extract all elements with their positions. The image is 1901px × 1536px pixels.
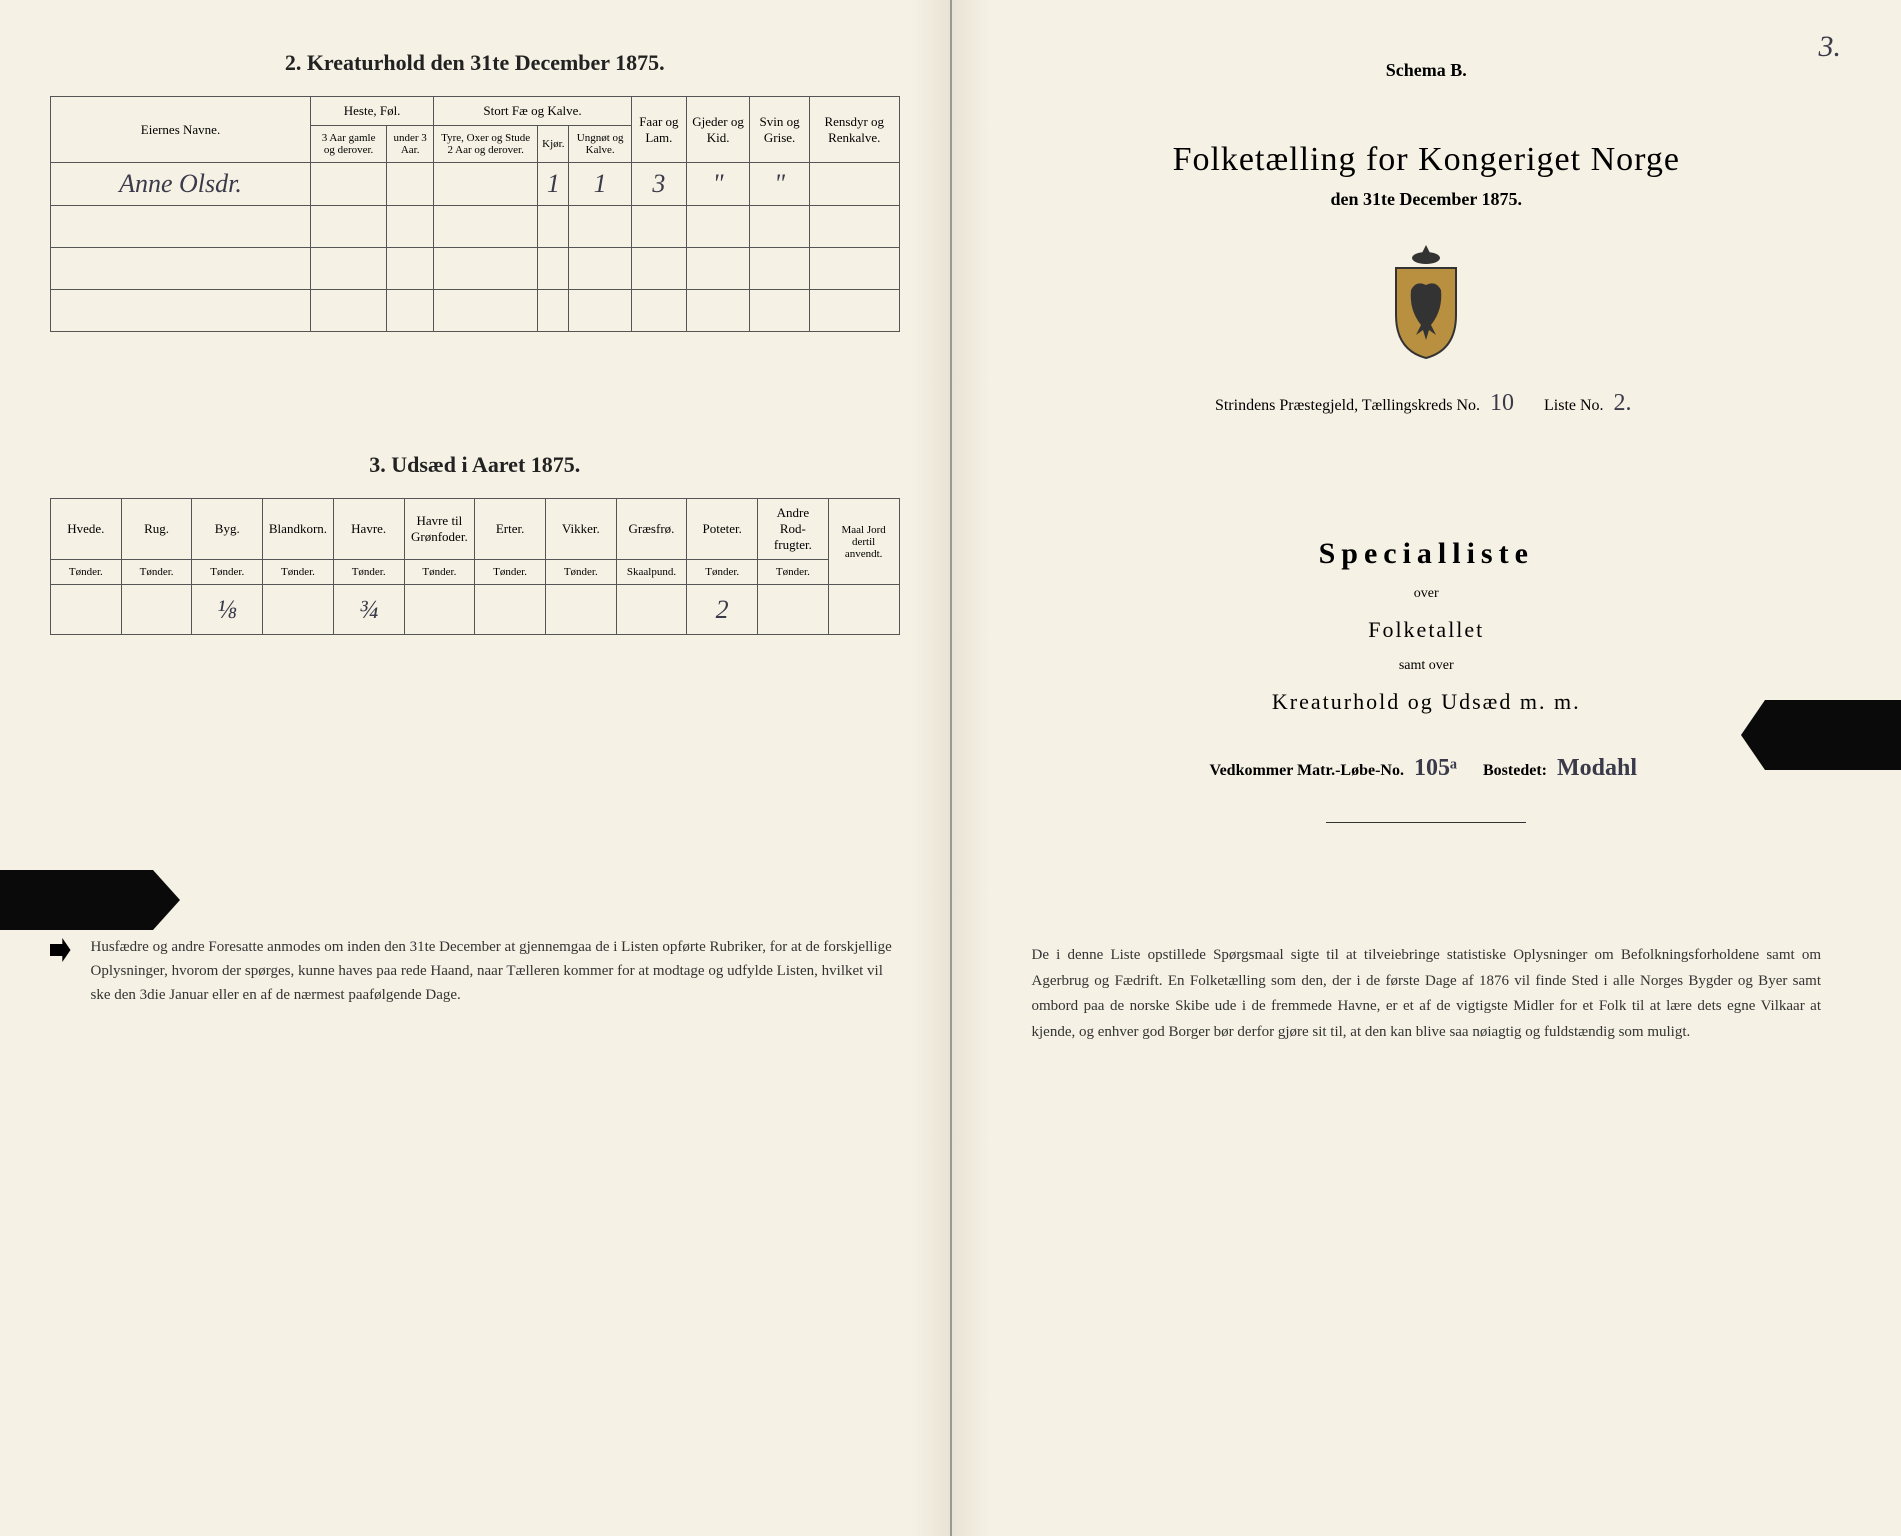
th-graesfro: Græsfrø. bbox=[616, 499, 687, 560]
th-sub: Tønder. bbox=[404, 560, 475, 585]
matr-line: Vedkommer Matr.-Løbe-No. 105ᵃ Bostedet: … bbox=[1002, 755, 1852, 782]
cell-havre: ¾ bbox=[333, 585, 404, 635]
th-sub: Tønder. bbox=[475, 560, 546, 585]
cell-poteter: 2 bbox=[687, 585, 758, 635]
specialliste-title: Specialliste bbox=[1002, 537, 1852, 571]
th-faar: Faar og Lam. bbox=[631, 97, 686, 163]
cell bbox=[263, 585, 334, 635]
cell bbox=[434, 163, 538, 206]
praeste-label: Strindens Præstegjeld, Tællingskreds No. bbox=[1215, 397, 1480, 414]
th-havregron: Havre til Grønfoder. bbox=[404, 499, 475, 560]
district-line: Strindens Præstegjeld, Tællingskreds No.… bbox=[1002, 390, 1852, 417]
table-row: ⅛ ¾ 2 bbox=[51, 585, 900, 635]
cell bbox=[404, 585, 475, 635]
coat-of-arms-icon bbox=[1381, 240, 1471, 360]
cell bbox=[758, 585, 829, 635]
matr-no: 105ᵃ bbox=[1408, 755, 1463, 781]
cell bbox=[475, 585, 546, 635]
th-stort-a: Tyre, Oxer og Stude 2 Aar og derover. bbox=[434, 126, 538, 163]
left-page: 2. Kreaturhold den 31te December 1875. E… bbox=[0, 0, 952, 1536]
th-poteter: Poteter. bbox=[687, 499, 758, 560]
th-heste-b: under 3 Aar. bbox=[387, 126, 434, 163]
cell-svin: " bbox=[750, 163, 810, 206]
th-stort-b: Kjør. bbox=[538, 126, 569, 163]
binder-clip-right bbox=[1741, 700, 1901, 770]
th-sub: Tønder. bbox=[758, 560, 829, 585]
table-row bbox=[51, 290, 900, 332]
binder-clip-left bbox=[0, 870, 180, 930]
th-hvede: Hvede. bbox=[51, 499, 122, 560]
table-row: Anne Olsdr. 1 1 3 " " bbox=[51, 163, 900, 206]
th-sub: Tønder. bbox=[192, 560, 263, 585]
liste-label: Liste No. bbox=[1544, 397, 1604, 414]
right-page: 3. Schema B. Folketælling for Kongeriget… bbox=[952, 0, 1901, 1536]
kreaturhold-table: Eiernes Navne. Heste, Føl. Stort Fæ og K… bbox=[50, 96, 900, 332]
th-stort-c: Ungnøt og Kalve. bbox=[569, 126, 631, 163]
cell bbox=[51, 585, 122, 635]
census-date: den 31te December 1875. bbox=[1002, 189, 1852, 210]
table-row bbox=[51, 206, 900, 248]
th-svin: Svin og Grise. bbox=[750, 97, 810, 163]
left-footer: Husfædre og andre Foresatte anmodes om i… bbox=[50, 935, 900, 1007]
section2-title: 2. Kreaturhold den 31te December 1875. bbox=[50, 50, 900, 76]
th-erter: Erter. bbox=[475, 499, 546, 560]
cell bbox=[121, 585, 192, 635]
cell-name: Anne Olsdr. bbox=[51, 163, 311, 206]
page-number: 3. bbox=[1819, 30, 1842, 64]
th-sub: Tønder. bbox=[51, 560, 122, 585]
th-sub: Tønder. bbox=[263, 560, 334, 585]
th-byg: Byg. bbox=[192, 499, 263, 560]
cell-kjor: 1 bbox=[538, 163, 569, 206]
cell bbox=[809, 163, 899, 206]
th-sub: Tønder. bbox=[121, 560, 192, 585]
th-ren: Rensdyr og Renkalve. bbox=[809, 97, 899, 163]
cell bbox=[828, 585, 899, 635]
bosted: Modahl bbox=[1551, 755, 1643, 781]
footer-text: Husfædre og andre Foresatte anmodes om i… bbox=[91, 935, 900, 1007]
right-footer-text: De i denne Liste opstillede Spørgsmaal s… bbox=[1002, 943, 1852, 1045]
folketallet-label: Folketallet bbox=[1002, 617, 1852, 643]
section3-title: 3. Udsæd i Aaret 1875. bbox=[50, 452, 900, 478]
cell-gjeder: " bbox=[686, 163, 749, 206]
over-label: over bbox=[1002, 586, 1852, 602]
cell-faar: 3 bbox=[631, 163, 686, 206]
th-sub: Tønder. bbox=[687, 560, 758, 585]
th-gjeder: Gjeder og Kid. bbox=[686, 97, 749, 163]
pointing-hand-icon bbox=[50, 935, 71, 965]
cell bbox=[311, 163, 387, 206]
th-name: Eiernes Navne. bbox=[51, 97, 311, 163]
divider bbox=[1326, 822, 1526, 823]
main-title: Folketælling for Kongeriget Norge bbox=[1002, 141, 1852, 179]
cell bbox=[545, 585, 616, 635]
th-rug: Rug. bbox=[121, 499, 192, 560]
th-sub: Tønder. bbox=[545, 560, 616, 585]
kreatur-label: Kreaturhold og Udsæd m. m. bbox=[1002, 689, 1852, 715]
kreds-no: 10 bbox=[1484, 390, 1520, 416]
table-row bbox=[51, 248, 900, 290]
cell-ungnot: 1 bbox=[569, 163, 631, 206]
th-sub: Tønder. bbox=[333, 560, 404, 585]
th-blandkorn: Blandkorn. bbox=[263, 499, 334, 560]
cell bbox=[616, 585, 687, 635]
cell bbox=[387, 163, 434, 206]
th-havre: Havre. bbox=[333, 499, 404, 560]
bosted-label: Bostedet: bbox=[1483, 762, 1547, 779]
th-rod: Andre Rod-frugter. bbox=[758, 499, 829, 560]
th-vikker: Vikker. bbox=[545, 499, 616, 560]
th-sub: Skaalpund. bbox=[616, 560, 687, 585]
schema-label: Schema B. bbox=[1002, 60, 1852, 81]
samt-label: samt over bbox=[1002, 658, 1852, 674]
th-heste: Heste, Føl. bbox=[311, 97, 434, 126]
th-jord: Maal Jord dertil anvendt. bbox=[828, 499, 899, 585]
udsaed-table: Hvede. Rug. Byg. Blandkorn. Havre. Havre… bbox=[50, 498, 900, 635]
th-heste-a: 3 Aar gamle og derover. bbox=[311, 126, 387, 163]
th-stort: Stort Fæ og Kalve. bbox=[434, 97, 632, 126]
matr-label: Vedkommer Matr.-Løbe-No. bbox=[1209, 762, 1404, 779]
liste-no: 2. bbox=[1608, 390, 1638, 416]
cell-byg: ⅛ bbox=[192, 585, 263, 635]
